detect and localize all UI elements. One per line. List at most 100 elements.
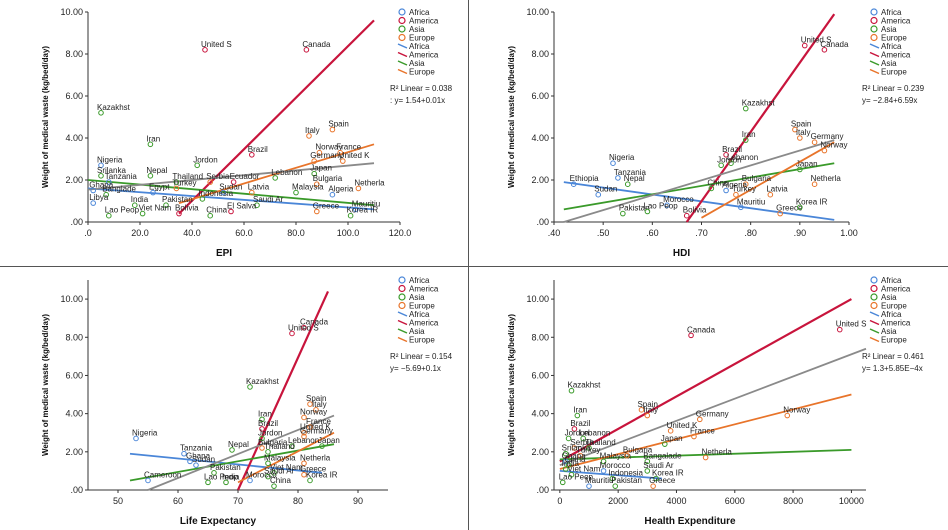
data-point [337, 149, 344, 156]
x-tick-label: 80 [293, 496, 303, 506]
point-label: Nepal [228, 440, 249, 449]
legend-marker-asia [398, 25, 406, 33]
data-point [98, 162, 104, 169]
fit-line-africa [559, 470, 662, 480]
divider-horizontal [0, 266, 948, 267]
y-tick-label: .00 [70, 217, 83, 227]
point-label: Turkey [172, 178, 196, 187]
data-point [662, 441, 668, 447]
point-label: Viet Nam [270, 463, 303, 472]
data-point [742, 137, 749, 143]
legend-label: Asia [881, 327, 897, 336]
point-label: United S [836, 320, 867, 329]
point-label: Bulgaria [623, 446, 653, 455]
point-label: Sudan [219, 183, 242, 192]
data-point [202, 47, 208, 53]
point-label: Saudi Ar [643, 461, 674, 470]
point-label: Spain [791, 120, 811, 129]
legend-line-africa [397, 311, 408, 317]
point-label: Germany [696, 409, 729, 418]
legend-label: Europe [881, 336, 907, 345]
point-label: China [707, 178, 728, 187]
point-label: Lebanon [579, 428, 610, 437]
data-point [301, 460, 307, 467]
point-label: Viet Nam [139, 204, 172, 213]
x-tick-label: 10000 [839, 496, 864, 506]
data-point [259, 426, 265, 432]
point-label: Thailand [172, 172, 203, 181]
data-point [106, 212, 112, 219]
x-tick-label: 20.0 [131, 228, 149, 238]
point-label: Netherla [300, 453, 331, 462]
data-point [797, 204, 803, 211]
y-tick-label: 6.00 [531, 370, 549, 380]
data-point [271, 470, 277, 476]
point-label: Jordon [258, 428, 282, 437]
point-label: Greece [313, 202, 340, 211]
point-label: United K [339, 151, 370, 160]
x-axis-label: Health Expenditure [644, 516, 736, 527]
point-label: Kazakhst [567, 381, 601, 390]
point-label: Turkey [732, 185, 756, 194]
data-point [610, 160, 616, 166]
legend-line-asia [869, 328, 880, 334]
legend-line-asia [397, 60, 408, 66]
point-label: Norway [820, 141, 847, 150]
point-label: Algeria [722, 181, 747, 190]
x-tick-label: 1.00 [840, 228, 858, 238]
legend-line-europe [869, 336, 880, 343]
legend-label: Europe [409, 68, 435, 77]
x-axis-label: HDI [673, 248, 690, 259]
data-point [836, 326, 843, 333]
data-point [311, 158, 318, 164]
fit-line-total [87, 162, 375, 191]
legend-label: America [409, 51, 439, 60]
data-point [728, 160, 734, 166]
data-point [247, 477, 253, 484]
data-point [683, 212, 690, 219]
point-label: China [270, 476, 291, 485]
point-label: France [336, 143, 361, 152]
data-point [811, 181, 818, 187]
data-point [98, 110, 104, 116]
point-label: Morocco [600, 461, 631, 470]
data-point [702, 454, 709, 461]
x-axis-label: Life Expectancy [180, 516, 257, 527]
data-point [738, 204, 744, 211]
point-label: Bulgaria [742, 174, 772, 183]
point-label: France [690, 427, 715, 436]
point-label: Italy [312, 400, 327, 409]
fit-line-asia [563, 162, 835, 211]
fit-line-europe [237, 431, 335, 484]
data-point [106, 179, 112, 185]
data-point [620, 210, 626, 217]
point-label: Kazakhst [246, 377, 280, 386]
point-label: Viet Nam [567, 465, 600, 474]
data-point [259, 435, 265, 442]
legend-marker-asia [398, 293, 406, 301]
chart-hdi-svg: .00 2.00 4.00 6.00 8.00 10.00 .40 .50 .60 .70 .80.… [507, 7, 925, 259]
point-label: Libya [89, 193, 109, 202]
data-point [580, 435, 586, 442]
data-point [187, 458, 193, 465]
legend-label: America [881, 17, 911, 26]
legend-label: Europe [881, 302, 907, 311]
legend-label: Africa [409, 42, 430, 51]
point-label: Morocco [663, 195, 694, 204]
fit-line-asia [87, 179, 375, 207]
legend-label: America [409, 285, 439, 294]
point-label: Lao Peop [643, 202, 678, 211]
y-tick-label: 10.00 [526, 294, 549, 304]
point-label: Lebanon [288, 436, 319, 445]
y-axis-label: Weight of medical waste (kg/bed/day) [41, 46, 50, 188]
legend-label: Europe [409, 336, 435, 345]
data-point [340, 158, 346, 164]
x-tick-label: 60.0 [235, 228, 253, 238]
point-label: Norway [783, 406, 810, 415]
data-point [223, 479, 229, 486]
y-tick-label: 8.00 [65, 49, 83, 59]
data-point [329, 126, 336, 133]
data-point [821, 147, 828, 154]
chart-panel-hdi: .00 2.00 4.00 6.00 8.00 10.00 .40 .50 .60 .70 .80.… [474, 0, 948, 262]
